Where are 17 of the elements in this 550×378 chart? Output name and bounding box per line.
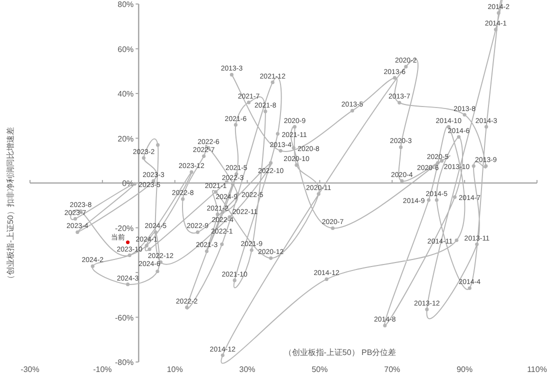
x-tick-label: 70%	[384, 365, 400, 374]
x-tick-label: -10%	[93, 365, 112, 374]
y-tick-label: -20%	[114, 224, 134, 233]
y-tick-label: 40%	[118, 90, 134, 98]
y-tick-label: 20%	[118, 134, 134, 144]
x-tick-label: 30%	[239, 365, 256, 374]
y-tick-label: 60%	[118, 44, 134, 54]
y-tick-label: -60%	[114, 313, 134, 322]
x-tick-label: 50%	[312, 365, 328, 374]
x-tick-label: 10%	[166, 365, 183, 374]
x-tick-label: -30%	[20, 365, 40, 374]
y-axis-title: （创业板指-上证50）扣非净利润同比增速差	[6, 127, 15, 283]
y-tick-label: 80%	[118, 0, 134, 9]
x-tick-label: 90%	[456, 365, 473, 374]
x-tick-label: 110%	[527, 365, 547, 374]
x-axis-title: （创业板指-上证50） PB分位差	[284, 348, 396, 357]
y-tick-label: -80%	[114, 358, 134, 367]
